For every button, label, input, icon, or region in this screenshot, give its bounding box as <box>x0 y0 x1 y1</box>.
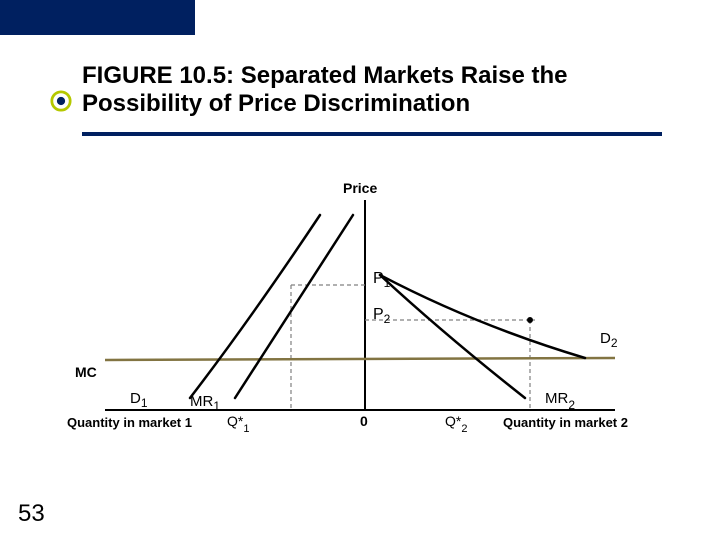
label-qty2: Quantity in market 2 <box>503 415 628 430</box>
label-p1: P1 <box>373 270 390 290</box>
label-mr2: MR2 <box>545 390 575 410</box>
label-qstar2: Q*2 <box>445 413 467 433</box>
label-d2: D2 <box>600 330 618 350</box>
label-mc: MC <box>75 364 97 380</box>
y-axis-label: Price <box>343 180 377 196</box>
price-discrimination-diagram: Price P1 P2 MC D1 D2 MR1 MR2 Quantity in… <box>75 180 635 440</box>
label-p2: P2 <box>373 306 390 326</box>
figure-title: FIGURE 10.5: Separated Markets Raise the… <box>82 62 662 119</box>
label-mr1: MR1 <box>190 393 220 413</box>
label-qstar1: Q*1 <box>227 413 249 433</box>
label-d1: D1 <box>130 390 148 410</box>
label-qty1: Quantity in market 1 <box>67 415 192 430</box>
bullet-icon <box>50 90 72 112</box>
title-underline <box>82 132 662 136</box>
label-origin: 0 <box>360 413 368 429</box>
slide-number: 53 <box>18 500 45 528</box>
